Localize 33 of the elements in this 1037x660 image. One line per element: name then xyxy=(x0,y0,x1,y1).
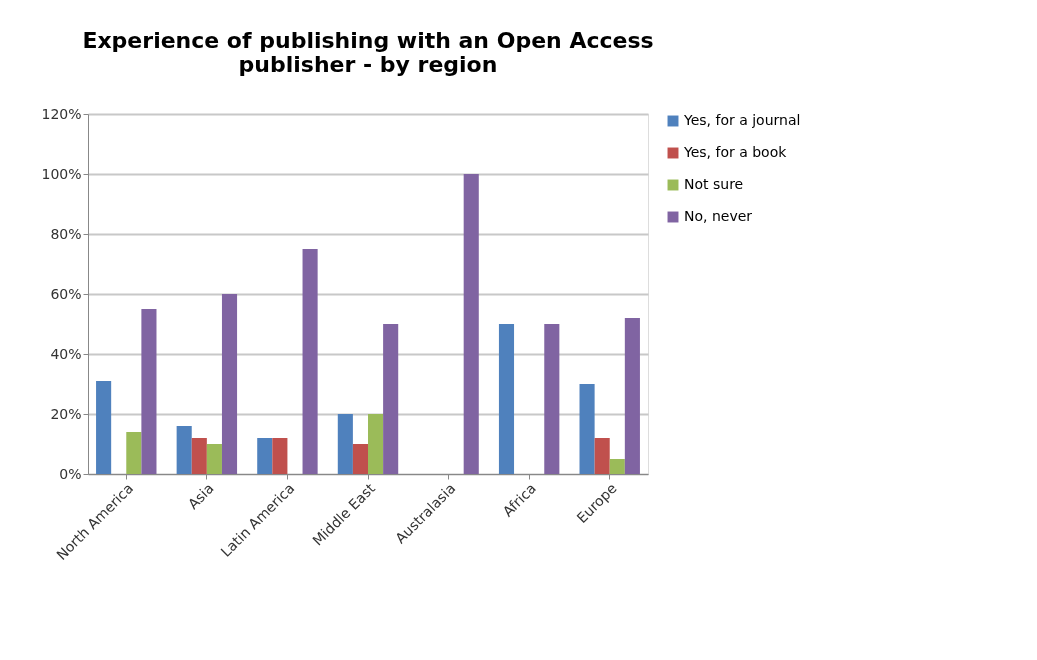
bar xyxy=(368,414,384,474)
legend-label: Yes, for a journal xyxy=(683,112,801,128)
legend-label: Not sure xyxy=(684,176,744,192)
bar xyxy=(463,174,479,474)
y-tick-label: 80% xyxy=(50,225,82,242)
bar xyxy=(176,426,192,474)
bar xyxy=(383,324,399,474)
bar xyxy=(624,318,640,474)
y-tick-label: 20% xyxy=(50,405,82,422)
bar xyxy=(221,294,238,474)
legend-label: Yes, for a book xyxy=(683,144,788,160)
y-tick-label: 120% xyxy=(41,105,82,122)
bar xyxy=(579,384,595,474)
bar xyxy=(191,438,207,474)
y-tick-label: 100% xyxy=(41,165,82,182)
bar xyxy=(257,438,273,474)
legend-label: No, never xyxy=(684,208,753,224)
bar xyxy=(337,414,353,474)
bar xyxy=(594,438,610,474)
bar xyxy=(126,432,142,474)
chart-title: Experience of publishing with an Open Access publisher - by region xyxy=(82,28,654,77)
y-tick-label: 40% xyxy=(50,345,82,362)
bar xyxy=(302,249,318,474)
y-tick-label: 60% xyxy=(50,285,82,302)
bar xyxy=(272,438,288,474)
y-tick-label: 0% xyxy=(59,465,82,482)
bar xyxy=(206,444,222,474)
bar xyxy=(96,381,112,474)
bar xyxy=(352,444,368,474)
bar xyxy=(609,459,625,474)
bar xyxy=(498,324,515,474)
bar xyxy=(141,309,157,474)
bar xyxy=(544,324,560,474)
